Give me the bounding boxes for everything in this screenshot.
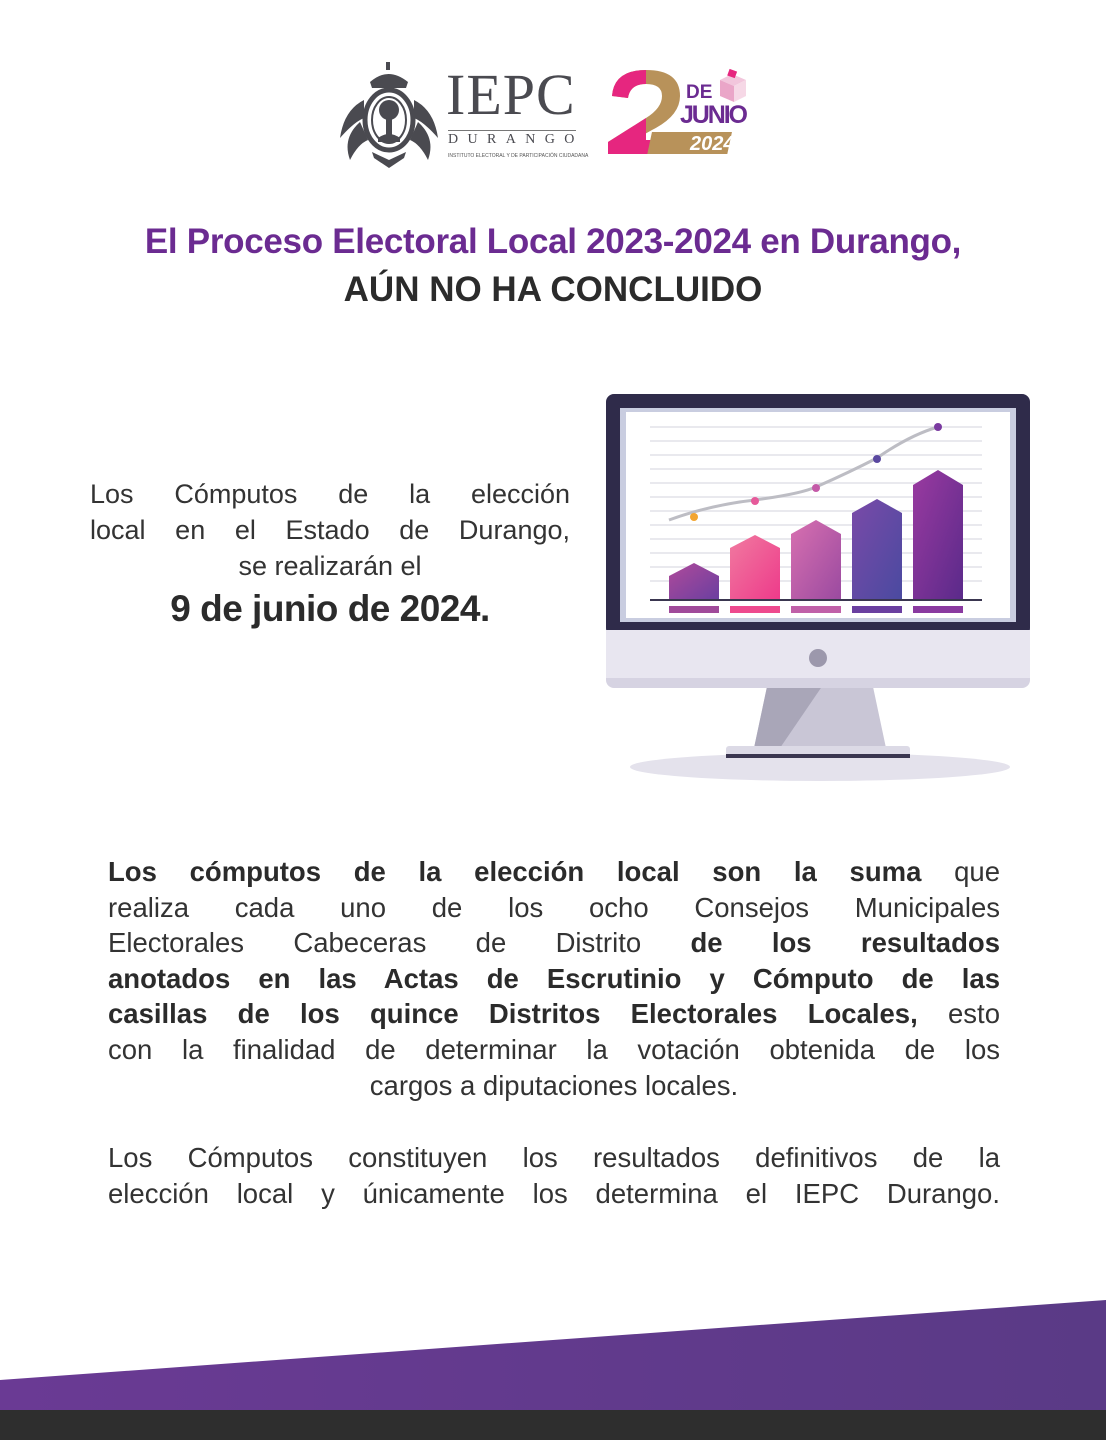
logo-de: DE: [686, 82, 712, 103]
text: con la finalidad de determinar la votaci…: [108, 1033, 1000, 1065]
iepc-logo-sub: DURANGO: [448, 130, 584, 147]
text: realiza cada uno de los ocho Consejos Mu…: [108, 891, 1000, 923]
text: Los Cómputos constituyen los resultados …: [108, 1142, 1000, 1173]
text: que: [921, 856, 1000, 887]
headline-line2: AÚN NO HA CONCLUIDO: [343, 270, 763, 309]
headline-line1: El Proceso Electoral Local 2023-2024 en …: [144, 222, 962, 261]
ballot-box-icon: [720, 68, 746, 102]
election-day-logo: 2024 DE JUNIO: [606, 66, 751, 158]
paragraph-line: cargos a diputaciones locales.: [108, 1068, 1000, 1104]
bold-text: de los resultados: [690, 927, 1000, 959]
paragraph-line: elección local y únicamente los determin…: [108, 1176, 1000, 1212]
logo-year: 2024: [689, 133, 735, 155]
bold-text: anotados en las Actas de Escrutinio y Có…: [108, 962, 1000, 994]
paragraph-line: realiza cada uno de los ocho Consejos Mu…: [108, 890, 1000, 926]
iepc-durango-logo: IEPC DURANGO INSTITUTO ELECTORAL Y DE PA…: [336, 60, 588, 170]
bold-text: casillas de los quince Distritos Elector…: [108, 998, 918, 1030]
text: esto: [917, 998, 1000, 1030]
iepc-crest-icon: [340, 62, 438, 168]
footer-band: [0, 1300, 1106, 1440]
explanation-paragraph-1: Los cómputos de la elección local son la…: [108, 854, 1000, 1103]
iepc-logo-name: IEPC: [446, 62, 576, 127]
announcement-line: local en el Estado de Durango,: [90, 515, 570, 545]
iepc-logo-tagline: INSTITUTO ELECTORAL Y DE PARTICIPACIÓN C…: [448, 153, 589, 159]
text: Electorales Cabeceras de Distrito: [108, 927, 691, 959]
announcement-line: se realizarán el: [238, 551, 422, 581]
paragraph-line: casillas de los quince Distritos Elector…: [108, 996, 1000, 1032]
text: elección local y únicamente los determin…: [108, 1177, 1000, 1209]
announcement-text: Los Cómputos de la elección local en el …: [90, 476, 570, 584]
text: cargos a diputaciones locales.: [369, 1069, 739, 1101]
bold-text: Los cómputos de la elección local son la…: [108, 856, 922, 887]
announcement-line: Los Cómputos de la elección: [90, 479, 570, 509]
paragraph-line: Los cómputos de la elección local son la…: [108, 854, 1000, 890]
desktop-monitor-bar-chart-icon: [606, 394, 1030, 781]
paragraph-line: con la finalidad de determinar la votaci…: [108, 1032, 1000, 1068]
explanation-paragraph-2: Los Cómputos constituyen los resultados …: [108, 1140, 1000, 1211]
paragraph-line: anotados en las Actas de Escrutinio y Có…: [108, 961, 1000, 997]
paragraph-line: Electorales Cabeceras de Distrito de los…: [108, 925, 1000, 961]
computation-date: 9 de junio de 2024.: [170, 588, 490, 629]
paragraph-line: Los Cómputos constituyen los resultados …: [108, 1140, 1000, 1176]
logo-month: JUNIO: [680, 101, 748, 129]
